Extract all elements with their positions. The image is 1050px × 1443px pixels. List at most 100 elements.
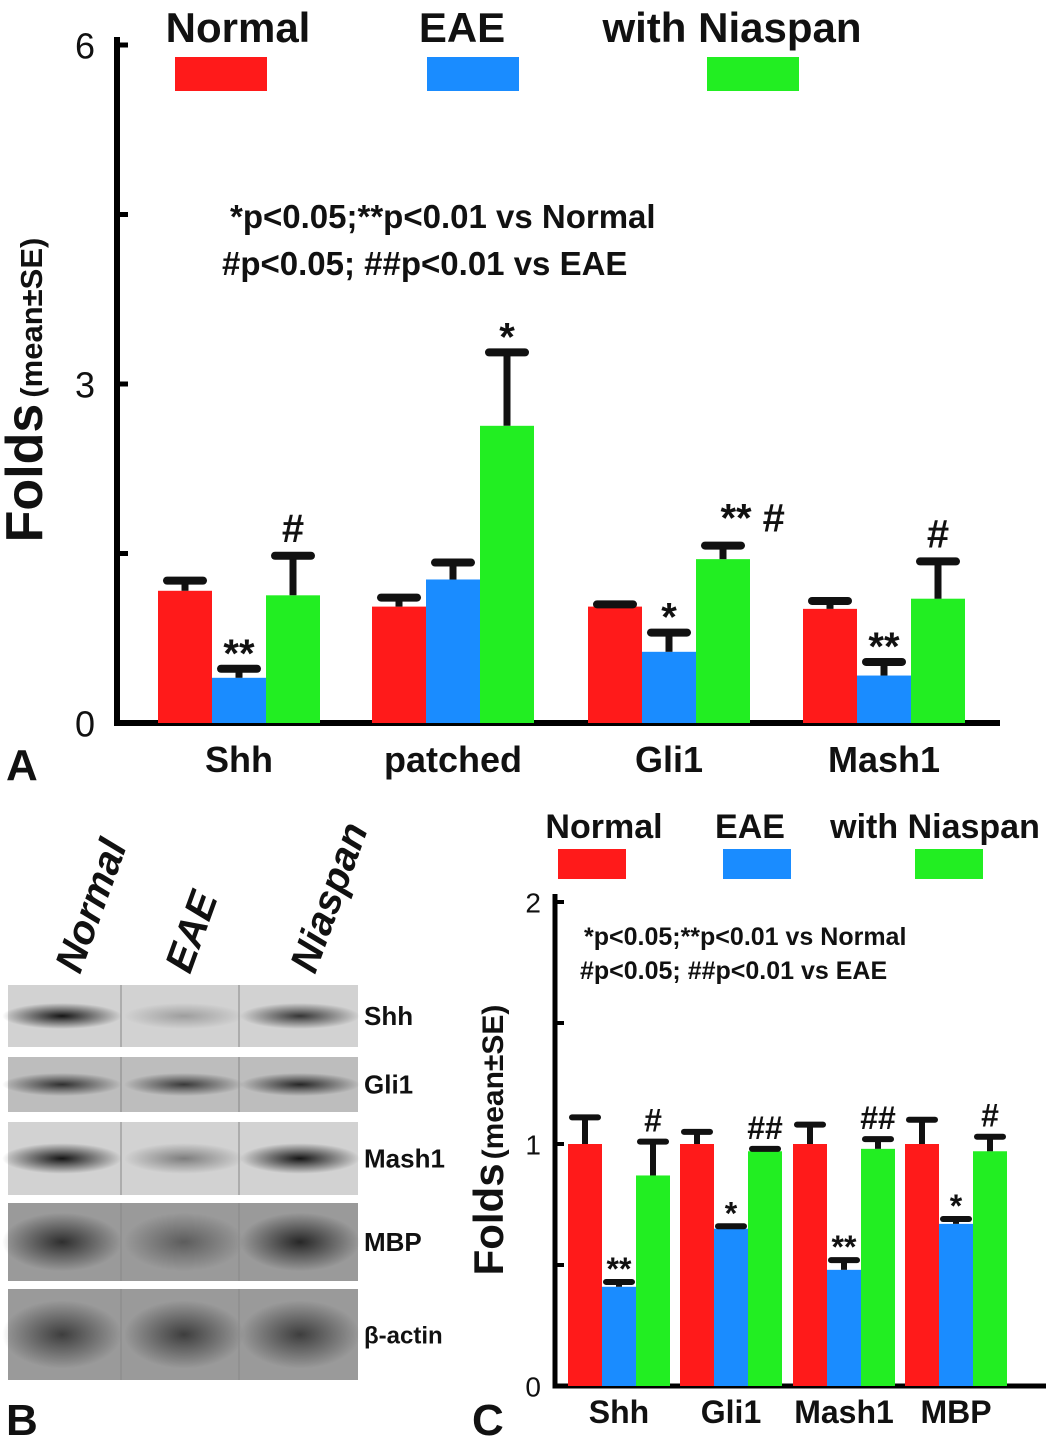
bar-with-niaspan-gli1: [748, 1151, 782, 1386]
bar-with-niaspan-mbp: [973, 1151, 1007, 1386]
y-tick-label-2: 2: [525, 888, 541, 919]
y-tick-label-2: 6: [75, 26, 95, 67]
blot-band: [240, 1072, 360, 1097]
legend-swatch-1: [427, 57, 519, 91]
legend-label-0: Normal: [545, 808, 662, 846]
panel-a: Normal EAE with Niaspan *p<0.05;**p<0.01 v…: [0, 4, 1000, 790]
significance-mark: **: [223, 632, 255, 676]
x-tick-label-gli1: Gli1: [701, 1394, 761, 1430]
significance-mark: ##: [747, 1110, 783, 1146]
y-tick-label-0: 0: [75, 704, 95, 745]
band-label-2: Mash1: [364, 1144, 445, 1174]
bar-with-niaspan-mash1: [911, 598, 965, 723]
bar-eae-shh: [212, 677, 266, 723]
x-tick-label-shh: Shh: [589, 1394, 649, 1430]
bar-eae-shh: [602, 1286, 636, 1386]
blot-band: [240, 1002, 360, 1030]
blot-band: [124, 1143, 244, 1174]
x-tick-label-mash1: Mash1: [794, 1394, 894, 1430]
bar-eae-patched: [426, 579, 480, 723]
significance-mark: #: [644, 1103, 662, 1139]
blot-band: [2, 1002, 122, 1030]
bar-normal-mbp: [905, 1144, 939, 1386]
y-axis-label-sub-a: (mean±SE): [14, 238, 49, 398]
stats-line-1-c: *p<0.05;**p<0.01 vs Normal: [584, 923, 906, 951]
band-label-0: Shh: [364, 1001, 413, 1031]
bar-normal-gli1: [588, 606, 642, 723]
lane-label-niaspan: Niaspan: [282, 817, 377, 978]
bar-eae-mash1: [857, 675, 911, 723]
stats-line-2-c: #p<0.05; ##p<0.01 vs EAE: [580, 957, 887, 985]
chart-c: 0 1 2 ** # Shh * ## Gli1 ** ## Mash1 * # MBP: [525, 888, 1046, 1430]
significance-mark: **: [607, 1251, 632, 1287]
blot-band: [2, 1300, 122, 1369]
chart-a: 0 3 6 ** # Shh * patched * ** # Gli1 ** # Mash1: [75, 26, 1000, 780]
x-tick-label-mbp: MBP: [920, 1394, 991, 1430]
y-axis-label-a: Folds (mean±SE): [0, 238, 54, 543]
panel-label-c: C: [472, 1396, 504, 1443]
y-axis-label-main-a: Folds: [0, 404, 54, 543]
blot-band: [240, 1143, 360, 1174]
bar-eae-gli1: [714, 1228, 748, 1386]
significance-mark: *: [950, 1188, 963, 1224]
significance-mark: ** #: [720, 497, 785, 541]
panel-b: Normal EAE Niaspan Shh Gli1 Mash1 MBP β-actin B: [2, 817, 445, 1443]
x-tick-label-shh: Shh: [205, 739, 273, 780]
blot-band: [124, 1300, 244, 1369]
bar-eae-gli1: [642, 651, 696, 723]
x-tick-label-mash1: Mash1: [828, 739, 940, 780]
blot-band: [124, 1002, 244, 1030]
panel-label-b: B: [6, 1396, 38, 1443]
blot-band: [240, 1300, 360, 1369]
legend-swatch-2: [915, 849, 983, 879]
blot-band: [124, 1212, 244, 1272]
panel-c: Normal EAE with Niaspan *p<0.05;**p<0.01 v…: [465, 808, 1046, 1443]
panel-label-a: A: [6, 741, 38, 790]
bar-with-niaspan-gli1: [696, 559, 750, 723]
band-label-4: β-actin: [364, 1323, 443, 1350]
blot-band: [2, 1072, 122, 1097]
y-axis-label-sub-c: (mean±SE): [477, 1005, 510, 1160]
stats-line-1-a: *p<0.05;**p<0.01 vs Normal: [230, 198, 656, 235]
y-axis-label-c: Folds(mean±SE): [465, 1005, 512, 1276]
band-label-1: Gli1: [364, 1070, 413, 1100]
legend-swatch-2: [707, 57, 799, 91]
significance-mark: #: [981, 1098, 999, 1134]
bar-normal-gli1: [680, 1144, 714, 1386]
blot-band: [2, 1212, 122, 1272]
legend-swatch-1: [723, 849, 791, 879]
y-tick-label-0: 0: [525, 1372, 541, 1403]
bar-normal-mash1: [803, 608, 857, 723]
blot-band: [240, 1212, 360, 1272]
legend-label-1: EAE: [715, 808, 785, 846]
bar-with-niaspan-shh: [266, 595, 320, 723]
western-blot: Normal EAE Niaspan Shh Gli1 Mash1 MBP β-actin: [2, 817, 445, 1380]
y-tick-label-1: 1: [525, 1130, 541, 1161]
x-tick-label-gli1: Gli1: [635, 739, 703, 780]
significance-mark: ##: [860, 1100, 896, 1136]
bar-with-niaspan-mash1: [861, 1148, 895, 1386]
legend-a: Normal EAE with Niaspan: [166, 4, 862, 91]
significance-mark: #: [282, 507, 304, 551]
significance-mark: **: [832, 1229, 857, 1265]
bar-normal-shh: [158, 590, 212, 723]
legend-swatch-0: [175, 57, 267, 91]
legend-swatch-0: [558, 849, 626, 879]
bar-with-niaspan-shh: [636, 1175, 670, 1386]
bar-eae-mbp: [939, 1223, 973, 1386]
x-tick-label-patched: patched: [384, 739, 522, 780]
bar-with-niaspan-patched: [480, 425, 534, 723]
blot-band: [124, 1072, 244, 1097]
legend-label-2: with Niaspan: [829, 808, 1040, 846]
band-label-3: MBP: [364, 1227, 422, 1257]
significance-mark: *: [499, 315, 515, 359]
legend-c: Normal EAE with Niaspan: [545, 808, 1040, 879]
lane-label-normal: Normal: [47, 833, 136, 978]
significance-mark: *: [725, 1195, 738, 1231]
stats-line-2-a: #p<0.05; ##p<0.01 vs EAE: [222, 245, 627, 282]
y-axis-label-main-c: Folds: [465, 1163, 512, 1275]
blot-band: [2, 1143, 122, 1174]
bar-normal-mash1: [793, 1144, 827, 1386]
legend-label-1: EAE: [419, 4, 505, 51]
